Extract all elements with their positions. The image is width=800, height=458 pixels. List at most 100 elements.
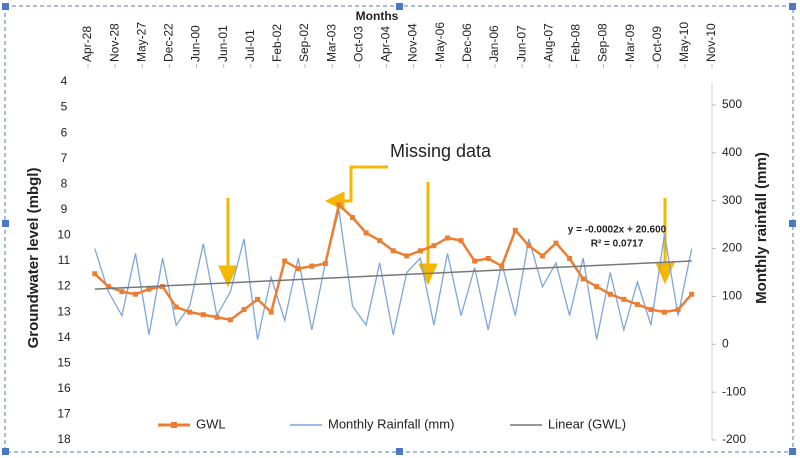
gwl-marker — [485, 255, 491, 261]
y-tick-label: 16 — [57, 381, 71, 395]
x-tick-label: May-10 — [677, 22, 691, 62]
y2-tick-label: -100 — [722, 384, 746, 398]
gwl-marker — [662, 309, 668, 315]
gwl-marker — [282, 258, 288, 264]
series-line — [94, 210, 693, 340]
y-tick-label: 6 — [61, 125, 68, 139]
gwl-marker — [119, 289, 125, 295]
y2-tick-label: 300 — [722, 193, 742, 207]
gwl-marker — [105, 284, 111, 290]
gwl-marker — [417, 248, 423, 254]
y-tick-label: 5 — [61, 100, 68, 114]
gwl-marker — [689, 291, 695, 297]
annotation: Missing data — [390, 141, 492, 161]
gwl-marker — [295, 266, 301, 272]
x-tick-label: Jun-01 — [216, 25, 230, 62]
gwl-marker — [648, 307, 654, 313]
gwl-marker — [200, 312, 206, 318]
y-tick-label: 13 — [57, 304, 71, 318]
y-tick-label: 15 — [57, 355, 71, 369]
x-tick-label: Dec-06 — [460, 23, 474, 62]
gwl-marker — [404, 253, 410, 259]
gwl-marker — [146, 286, 152, 292]
x-tick-label: Jun-07 — [514, 25, 528, 62]
arrows — [218, 165, 675, 288]
selection-frame — [4, 5, 794, 453]
gwl-marker — [472, 258, 478, 264]
y-tick-label: 10 — [57, 228, 71, 242]
gwl-marker — [268, 309, 274, 315]
gwl-marker — [553, 240, 559, 246]
x-tick-label: May-06 — [433, 22, 447, 62]
legend-label: Monthly Rainfall (mm) — [328, 416, 454, 431]
x-tick-label: Apr-04 — [379, 26, 393, 62]
gwl-marker — [309, 263, 315, 269]
x-tick-label: Nov-04 — [406, 23, 420, 62]
gwl-marker — [444, 235, 450, 241]
gwl-marker — [499, 263, 505, 269]
gwl-marker — [567, 255, 573, 261]
gwl-marker — [336, 202, 342, 208]
y-tick-label: 12 — [57, 279, 71, 293]
x-tick-label: Jan-06 — [487, 25, 501, 62]
x-tick-label: Sep-08 — [596, 23, 610, 62]
gwl-marker — [187, 309, 193, 315]
y-tick-label: 18 — [57, 432, 71, 446]
x-tick-label: Oct-09 — [650, 26, 664, 62]
gwl-marker — [214, 314, 220, 320]
y-tick-label: 11 — [58, 253, 71, 267]
y2-tick-label: 200 — [722, 241, 742, 255]
gwl-marker — [390, 248, 396, 254]
x-tick-label: Jun-00 — [189, 25, 203, 62]
gwl-marker — [621, 296, 627, 302]
gwl-marker — [594, 284, 600, 290]
x-tick-label: Oct-03 — [351, 26, 365, 62]
gwl-marker — [173, 304, 179, 310]
gwl-marker — [322, 261, 328, 267]
x-tick-label: Feb-08 — [569, 24, 583, 62]
gwl-marker — [634, 301, 640, 307]
gwl-marker — [377, 238, 383, 244]
gwl-marker — [431, 243, 437, 249]
x-tick-label: Mar-03 — [324, 24, 338, 62]
y-tick-label: 7 — [61, 151, 68, 165]
y2-tick-label: 400 — [722, 145, 742, 159]
legend-label: Linear (GWL) — [548, 416, 626, 431]
x-tick-label: Feb-02 — [270, 24, 284, 62]
gwl-marker — [539, 253, 545, 259]
x-axis-title: Months — [356, 9, 399, 23]
gwl-marker — [675, 307, 681, 313]
gwl-marker — [580, 276, 586, 282]
selection-handles — [2, 3, 796, 455]
legend-label: GWL — [196, 416, 226, 431]
y2-tick-label: 100 — [722, 289, 742, 303]
y-axis-title: Groundwater level (mbgl) — [25, 168, 42, 349]
x-tick-label: Aug-07 — [541, 23, 555, 62]
gwl-marker — [132, 291, 138, 297]
annotation: y = -0.0002x + 20.600 — [568, 225, 667, 236]
gwl-marker — [458, 238, 464, 244]
gwl-marker — [227, 317, 233, 323]
x-tick-label: Jul-01 — [243, 29, 257, 62]
annotation: R² = 0.0717 — [591, 239, 644, 250]
gwl-marker — [241, 307, 247, 313]
x-tick-label: May-27 — [134, 22, 148, 62]
x-tick-label: Sep-02 — [297, 23, 311, 62]
y2-tick-label: 500 — [722, 97, 742, 111]
gwl-marker — [255, 296, 261, 302]
series-line — [94, 260, 692, 290]
y-tick-label: 17 — [57, 407, 71, 421]
gwl-marker — [512, 227, 518, 233]
y-tick-label: 9 — [61, 202, 68, 216]
gwl-marker — [607, 291, 613, 297]
gwl-marker — [350, 215, 356, 221]
y2-tick-label: -200 — [722, 432, 746, 446]
y2-axis-title: Monthly rainfall (mm) — [753, 152, 770, 304]
gwl-marker — [92, 271, 98, 277]
x-tick-label: Nov-28 — [107, 23, 121, 62]
y2-tick-label: 0 — [722, 336, 729, 350]
y-tick-label: 14 — [57, 330, 71, 344]
legend-marker — [171, 422, 177, 428]
